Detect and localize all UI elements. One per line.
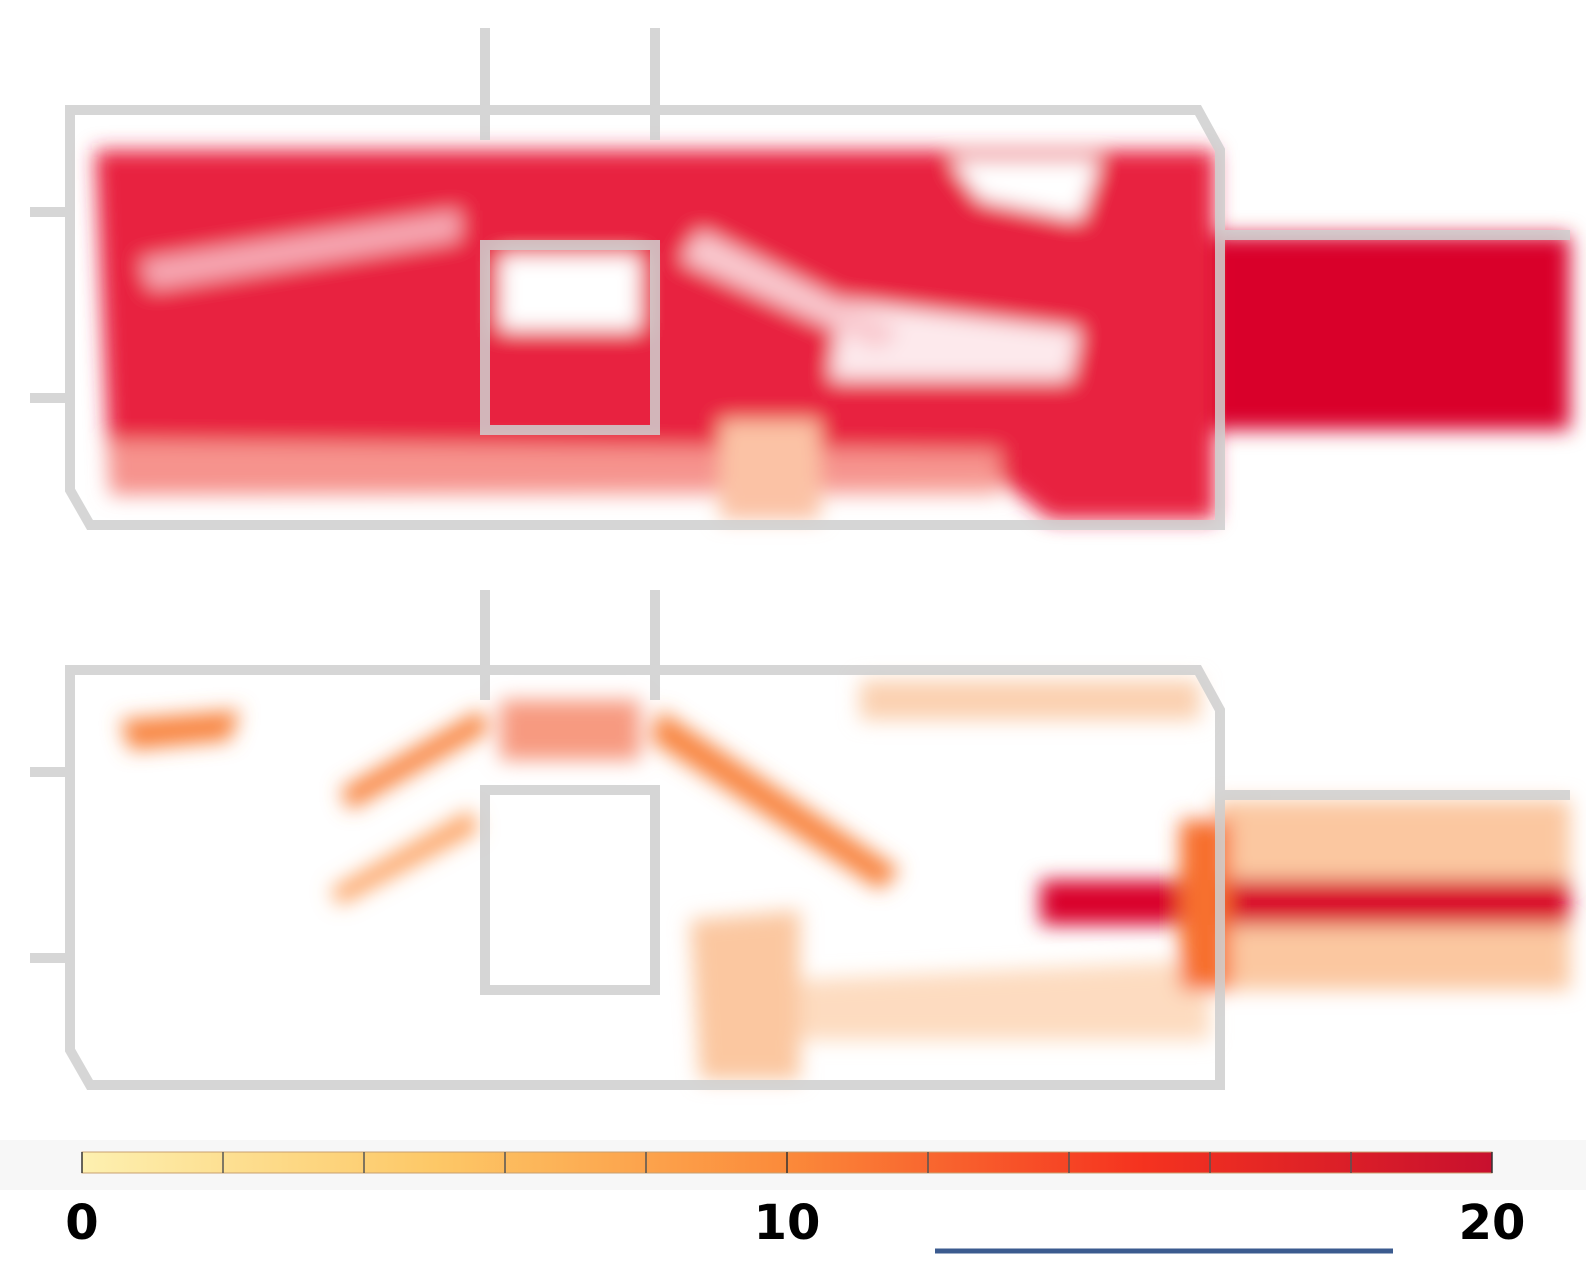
figure: 0 10 20 xyxy=(0,0,1586,1267)
tick-label: 10 xyxy=(754,1195,821,1251)
tick-label: 0 xyxy=(65,1195,98,1251)
tick-label: 20 xyxy=(1459,1195,1526,1251)
